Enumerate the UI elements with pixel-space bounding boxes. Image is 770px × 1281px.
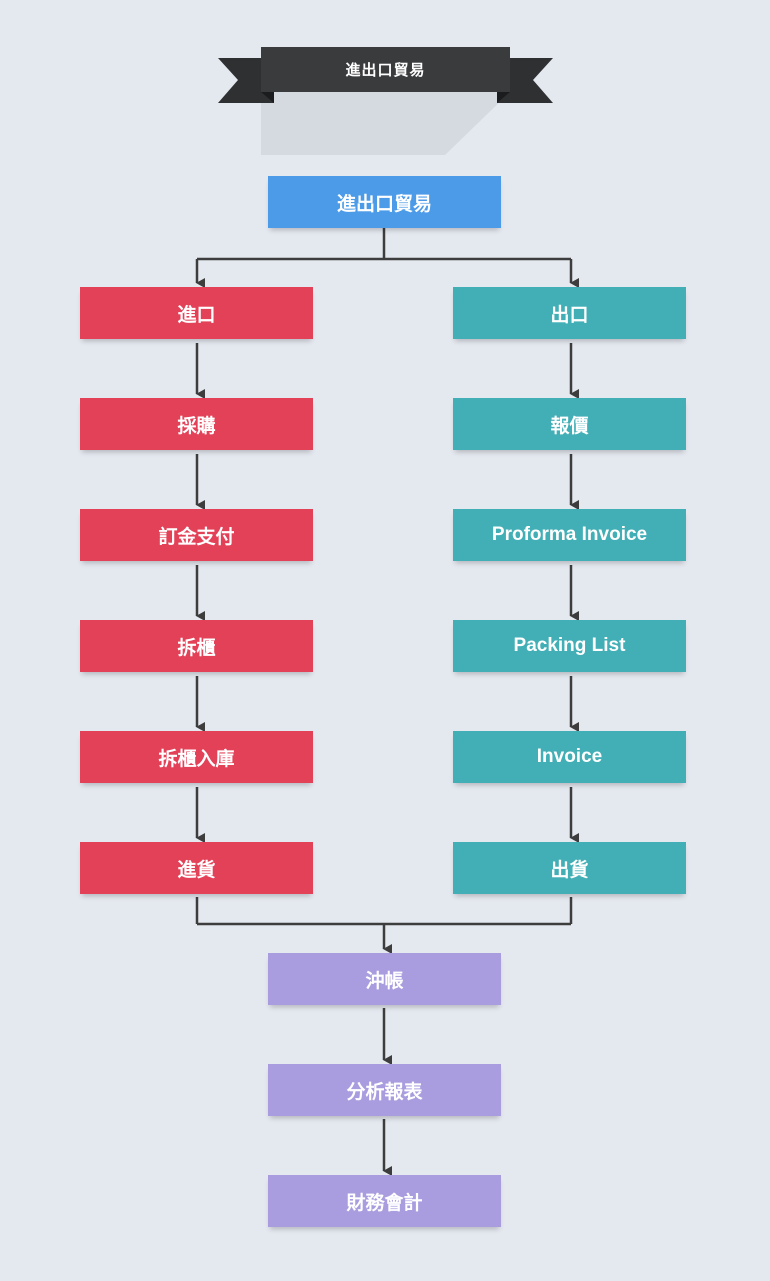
import-node-5: 拆櫃入庫: [80, 731, 313, 783]
export-node-3: Proforma Invoice: [453, 509, 686, 561]
import-node-4: 拆櫃: [80, 620, 313, 672]
export-node-6: 出貨: [453, 842, 686, 894]
import-node-3: 訂金支付: [80, 509, 313, 561]
finance-node-1: 沖帳: [268, 953, 501, 1005]
export-node-4: Packing List: [453, 620, 686, 672]
export-node-1: 出口: [453, 287, 686, 339]
finance-node-2: 分析報表: [268, 1064, 501, 1116]
export-node-5: Invoice: [453, 731, 686, 783]
export-node-2: 報價: [453, 398, 686, 450]
import-node-1: 進口: [80, 287, 313, 339]
banner-title: 進出口貿易: [345, 62, 426, 79]
finance-node-3: 財務會計: [268, 1175, 501, 1227]
import-node-2: 採購: [80, 398, 313, 450]
import-node-6: 進貨: [80, 842, 313, 894]
title-ribbon: [218, 47, 553, 155]
root-node: 進出口貿易: [268, 176, 501, 228]
